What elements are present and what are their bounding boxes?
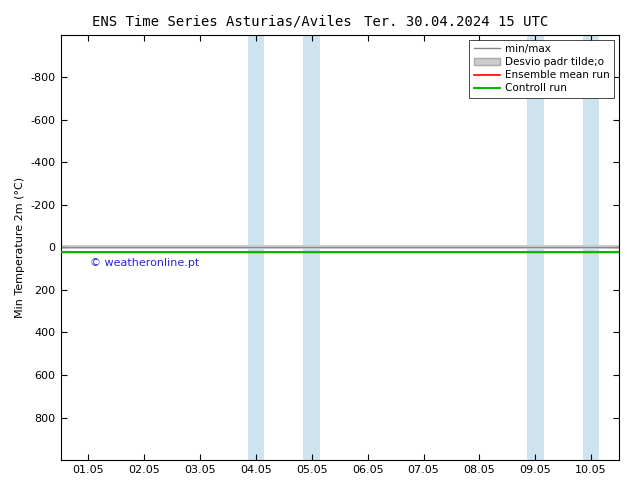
Bar [60,245,619,249]
Y-axis label: Min Temperature 2m (°C): Min Temperature 2m (°C) [15,177,25,318]
Bar [304,35,320,460]
Text: ENS Time Series Asturias/Aviles: ENS Time Series Asturias/Aviles [92,15,352,29]
Text: © weatheronline.pt: © weatheronline.pt [89,258,199,268]
Bar [248,35,264,460]
Legend: min/max, Desvio padr tilde;o, Ensemble mean run, Controll run: min/max, Desvio padr tilde;o, Ensemble m… [469,40,614,98]
Bar [527,35,543,460]
Bar [583,35,600,460]
Text: Ter. 30.04.2024 15 UTC: Ter. 30.04.2024 15 UTC [365,15,548,29]
